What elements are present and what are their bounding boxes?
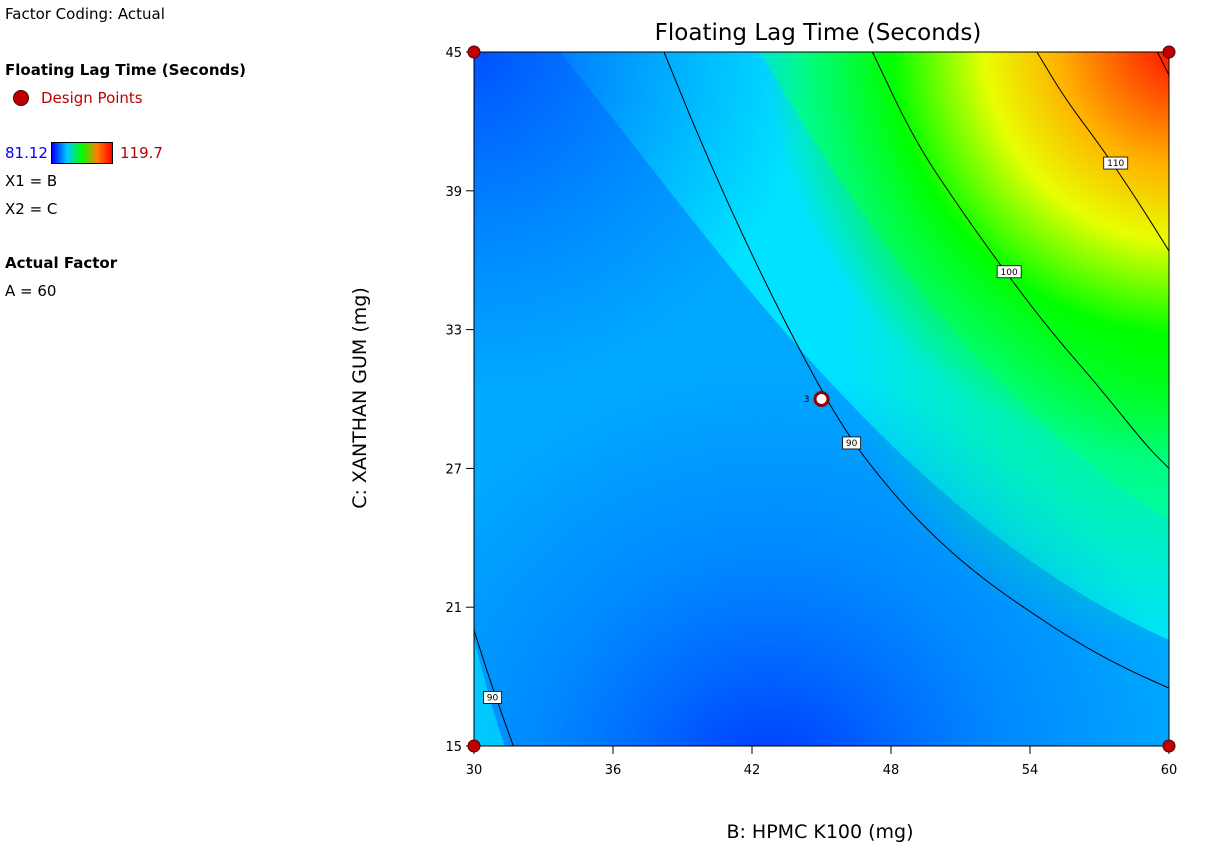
plot-frame [473, 51, 1170, 747]
y-tick-label-4: 39 [445, 185, 462, 200]
design-point-marker-icon [13, 90, 29, 106]
x1-mapping: X1 = B [5, 172, 58, 190]
design-point-count-label: 3 [804, 395, 810, 405]
y-tick-label-2: 27 [445, 462, 462, 477]
scale-min-label: 81.12 [5, 144, 48, 162]
actual-factor-value: A = 60 [5, 282, 57, 300]
contour-lines [474, 52, 1169, 746]
chart-title: Floating Lag Time (Seconds) [655, 20, 982, 46]
x-tick-label-0: 30 [466, 763, 483, 778]
x-tick-label-2: 42 [744, 763, 761, 778]
x2-mapping: X2 = C [5, 200, 58, 218]
factor-coding-label: Factor Coding: Actual [5, 5, 165, 23]
color-scale-bar [51, 142, 113, 164]
response-title: Floating Lag Time (Seconds) [5, 61, 247, 79]
x-tick-label-3: 48 [883, 763, 900, 778]
contour-line-3 [1036, 52, 1169, 252]
x-tick-label-5: 60 [1161, 763, 1178, 778]
contour-label-2: 100 [996, 265, 1022, 279]
contour-labels: 90 90 100 110 [483, 156, 1129, 704]
y-tick-label-3: 33 [445, 324, 462, 339]
svg-text:90: 90 [487, 693, 499, 703]
svg-text:100: 100 [1001, 268, 1018, 278]
contour-label-0: 90 [483, 691, 502, 704]
contour-line-0 [474, 630, 514, 746]
x-axis-title: B: HPMC K100 (mg) [726, 821, 913, 843]
y-axis: 15 21 27 33 39 45 [445, 46, 474, 755]
x-tick-label-4: 54 [1022, 763, 1039, 778]
svg-text:90: 90 [846, 439, 858, 449]
design-point-2 [467, 739, 481, 753]
design-point-1 [1162, 45, 1176, 59]
design-point-3 [1162, 739, 1176, 753]
design-points-label: Design Points [41, 89, 143, 107]
y-tick-label-1: 21 [445, 601, 462, 616]
design-point-0 [467, 45, 481, 59]
contour-label-3: 110 [1103, 156, 1129, 170]
x-axis: 30 36 42 48 54 60 [466, 746, 1178, 778]
scale-max-label: 119.7 [120, 144, 163, 162]
contour-fill [474, 52, 1169, 746]
contour-label-1: 90 [842, 436, 862, 450]
x-tick-label-1: 36 [605, 763, 622, 778]
y-tick-label-5: 45 [445, 46, 462, 61]
design-points: 3 [467, 45, 1176, 753]
svg-text:110: 110 [1107, 159, 1124, 169]
y-axis-title: C: XANTHAN GUM (mg) [349, 287, 371, 509]
y-tick-label-0: 15 [445, 740, 462, 755]
contour-line-1 [663, 52, 1169, 689]
actual-factor-title: Actual Factor [5, 254, 118, 272]
